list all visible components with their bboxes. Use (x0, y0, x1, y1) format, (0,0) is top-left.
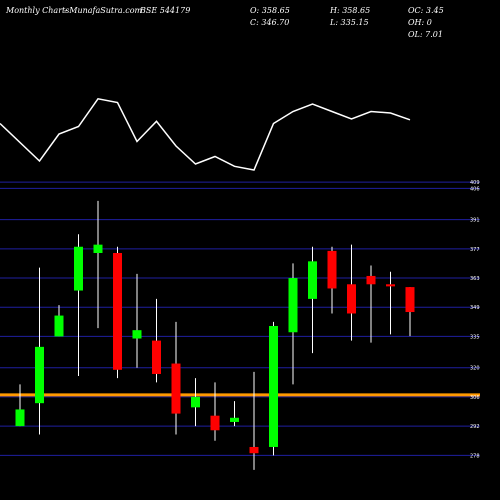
y-tick-label: 320 (470, 366, 480, 372)
indicator-line (0, 97, 411, 171)
high-value: H: 358.65 (330, 6, 371, 15)
candle-body (210, 415, 220, 431)
candle-body (249, 446, 259, 454)
candle (405, 287, 415, 337)
ol-value: OL: 7.01 (408, 30, 443, 39)
close-value: C: 346.70 (250, 18, 290, 27)
candle (288, 263, 298, 385)
candle-body (152, 340, 161, 374)
candle-body (405, 287, 415, 313)
candle (230, 401, 239, 427)
y-tick-label: 278 (470, 453, 480, 459)
candle (210, 382, 220, 441)
candle-body (386, 284, 395, 287)
candle-body (74, 246, 83, 291)
symbol-label: BSE 544179 (140, 6, 191, 15)
candle-body (327, 250, 337, 289)
candle-body (308, 261, 317, 299)
candle (366, 265, 376, 343)
price-grid (0, 181, 480, 456)
y-tick-label: 349 (470, 305, 480, 311)
indicator-line-layer (0, 97, 411, 171)
candle (171, 321, 181, 435)
candles-layer (15, 200, 415, 470)
y-tick-label: 377 (470, 247, 480, 253)
y-tick-label: 409 (470, 180, 480, 186)
y-tick-label: 391 (470, 218, 480, 224)
site-label: - MunafaSutra.com (64, 6, 143, 15)
candle (93, 200, 103, 329)
candle (269, 321, 278, 456)
y-tick-label: 363 (470, 276, 480, 282)
candle-body (269, 326, 278, 447)
y-tick-label: 406 (470, 186, 480, 192)
candle (249, 371, 259, 470)
candle (132, 273, 142, 368)
candle-body (171, 363, 181, 414)
y-tick-label: 335 (470, 334, 480, 340)
candle-body (191, 396, 200, 408)
y-tick-label: 306 (470, 395, 480, 401)
candle-body (132, 330, 142, 339)
candle (113, 246, 122, 379)
candle (191, 378, 200, 427)
candle (35, 267, 44, 435)
candle (347, 244, 356, 341)
candle-body (54, 315, 64, 337)
candle (74, 234, 83, 377)
candle (15, 384, 25, 427)
candle-body (347, 284, 356, 314)
candle-body (113, 253, 122, 370)
low-value: L: 335.15 (330, 18, 369, 27)
candle-body (288, 278, 298, 333)
candle-body (93, 244, 103, 253)
candle-body (230, 417, 239, 422)
oh-value: OH: 0 (408, 18, 432, 27)
candle-body (15, 409, 25, 427)
oc-value: OC: 3.45 (408, 6, 444, 15)
open-value: O: 358.65 (250, 6, 290, 15)
candle (152, 298, 161, 383)
candle (327, 246, 337, 314)
candle (386, 271, 395, 335)
y-tick-label: 292 (470, 424, 480, 430)
candle (54, 305, 64, 337)
candle-body (366, 275, 376, 285)
candle (308, 246, 317, 354)
chart-type-label: Monthly Charts (6, 6, 70, 15)
candle-body (35, 346, 44, 404)
